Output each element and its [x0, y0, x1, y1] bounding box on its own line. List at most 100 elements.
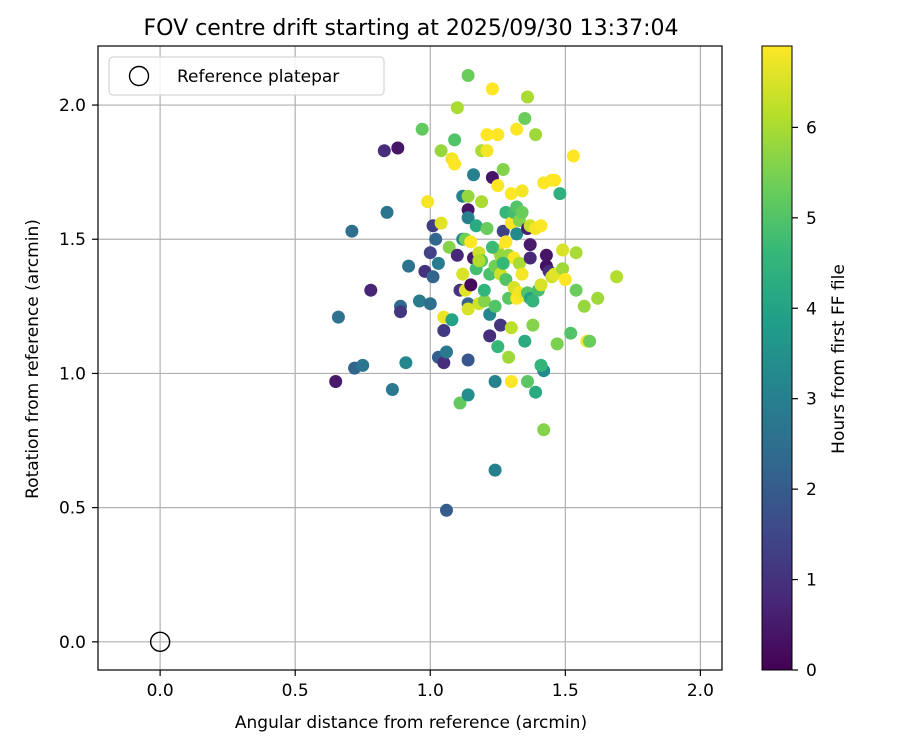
x-tick-label: 2.0: [687, 681, 714, 701]
x-tick-label: 0.5: [282, 681, 309, 701]
data-point: [461, 189, 475, 203]
data-point: [475, 195, 489, 209]
data-point: [569, 246, 583, 260]
data-point: [518, 334, 532, 348]
data-point: [485, 82, 499, 96]
colorbar-tick-label: 1: [806, 571, 817, 591]
data-point: [504, 187, 518, 201]
data-point: [499, 235, 513, 249]
data-point: [539, 248, 553, 262]
data-point: [429, 232, 443, 246]
data-point: [480, 222, 494, 235]
data-point: [521, 375, 534, 388]
data-point: [442, 240, 456, 254]
y-tick-label: 1.5: [59, 230, 86, 250]
data-point: [467, 168, 480, 182]
data-point: [440, 503, 453, 517]
data-point: [566, 149, 580, 163]
data-point: [502, 350, 516, 364]
data-point: [591, 291, 605, 305]
data-point: [491, 128, 505, 142]
colorbar-label: Hours from first FF file: [829, 264, 849, 454]
data-point: [331, 310, 345, 324]
data-point: [434, 216, 448, 230]
data-point: [564, 326, 578, 340]
data-point: [488, 463, 502, 477]
colorbar-tick-label: 3: [806, 390, 817, 410]
data-point: [504, 375, 518, 388]
data-point: [534, 278, 548, 292]
chart-title: FOV centre drift starting at 2025/09/30 …: [144, 16, 679, 41]
y-tick-label: 1.0: [59, 364, 86, 384]
data-point: [577, 299, 591, 313]
data-point: [461, 353, 475, 367]
x-axis-ticks: 0.0 0.5 1.0 1.5 2.0: [147, 670, 714, 701]
data-point: [380, 205, 394, 219]
data-point: [496, 163, 510, 176]
data-point: [329, 375, 343, 388]
data-point: [523, 238, 537, 252]
data-point: [461, 211, 475, 225]
data-point: [464, 278, 478, 292]
data-point: [569, 283, 583, 297]
y-axis-label: Rotation from reference (arcmin): [23, 219, 43, 499]
data-point: [515, 184, 529, 198]
data-point: [515, 267, 529, 281]
x-tick-label: 0.0: [147, 681, 174, 701]
data-point: [456, 267, 470, 281]
data-point: [377, 144, 391, 158]
data-point: [391, 141, 405, 155]
data-point: [423, 297, 437, 311]
data-point: [534, 219, 548, 233]
y-tick-label: 0.0: [59, 633, 86, 653]
data-point: [526, 294, 540, 308]
data-point: [553, 187, 567, 201]
data-point: [445, 313, 459, 327]
colorbar: [761, 45, 793, 671]
data-point: [450, 101, 464, 115]
data-point: [437, 324, 451, 337]
data-point: [472, 254, 486, 268]
data-point: [469, 219, 483, 233]
colorbar-tick-label: 4: [806, 299, 817, 319]
data-point: [496, 224, 510, 238]
data-point: [402, 259, 416, 273]
data-point: [523, 251, 537, 265]
data-point: [610, 270, 624, 284]
y-tick-label: 0.5: [59, 499, 86, 519]
data-point: [510, 227, 524, 241]
data-point: [480, 144, 494, 158]
reference-marker-layer: [149, 631, 171, 653]
data-point: [477, 294, 491, 308]
x-tick-label: 1.0: [417, 681, 444, 701]
data-point: [583, 334, 597, 348]
data-point: [399, 356, 413, 370]
data-point: [448, 133, 462, 147]
data-point: [483, 329, 497, 343]
data-point: [529, 385, 543, 399]
data-point: [518, 112, 532, 125]
data-point: [496, 256, 510, 270]
data-point: [461, 69, 475, 82]
data-point: [413, 294, 426, 308]
data-point: [453, 396, 467, 410]
data-point: [480, 128, 494, 142]
data-point: [548, 173, 561, 187]
data-point: [345, 224, 359, 238]
colorbar-ticks: 0 1 2 3 4 5 6: [792, 118, 817, 681]
y-axis-ticks: 0.0 0.5 1.0 1.5 2.0: [59, 96, 98, 653]
data-point: [488, 299, 502, 313]
data-point: [485, 240, 499, 254]
data-point: [550, 337, 564, 351]
data-point: [461, 388, 475, 402]
data-point: [556, 262, 570, 276]
data-points: [329, 69, 624, 517]
legend-label: Reference platepar: [177, 67, 339, 87]
data-point: [515, 205, 529, 219]
data-point: [464, 235, 478, 249]
legend-box: [108, 56, 385, 96]
y-tick-label: 2.0: [59, 96, 86, 116]
data-point: [491, 179, 505, 193]
data-point: [521, 90, 534, 104]
